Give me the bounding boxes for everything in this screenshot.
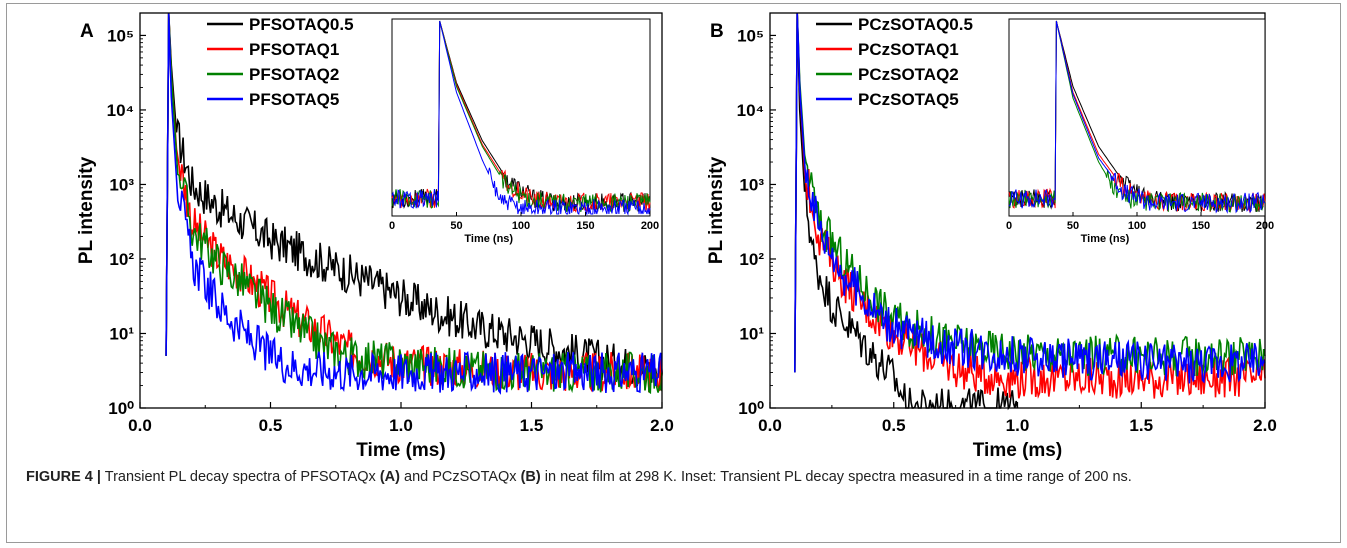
x-tick-label: 0.0 [758,416,782,435]
inset-x-tick-label: 200 [1256,220,1274,232]
x-tick-label: 0.5 [259,416,283,435]
inset-x-axis-label: Time (ns) [1081,233,1130,245]
legend-label: PCzSOTAQ0.5 [858,15,973,34]
legend-label: PFSOTAQ0.5 [249,15,354,34]
x-tick-label: 1.5 [520,416,544,435]
inset-series-line [1008,20,1266,214]
y-tick-label: 10⁴ [107,101,134,120]
inset-x-tick-label: 0 [1006,220,1012,232]
caption-text-3: in neat film at 298 K. Inset: Transient … [544,469,1132,485]
x-tick-label: 2.0 [1253,416,1277,435]
panel-letter: A [80,21,94,42]
x-tick-label: 1.0 [1006,416,1030,435]
x-tick-label: 1.5 [1129,416,1153,435]
figure-frame [6,3,1341,543]
inset-frame [391,18,651,217]
inset-x-tick-label: 0 [389,220,395,232]
series-line-pczsotaq5 [794,12,1266,384]
inset-series-line [391,20,651,214]
inset-x-tick-label: 100 [512,220,530,232]
legend-label: PCzSOTAQ2 [858,65,959,84]
y-axis-label: PL intensity [706,156,727,264]
series-line-pfsotaq2 [165,12,663,395]
inset-x-tick-label: 50 [450,220,462,232]
inset-series-line [391,20,651,216]
inset-x-tick-label: 150 [1192,220,1210,232]
inset-frame [1008,18,1266,217]
caption-lead: FIGURE 4 | [26,469,101,485]
y-axis-label: PL intensity [76,156,97,264]
chart-panel-a: 0.0 0.5 1.0 1.5 2.0 10⁰ 10¹ 10² 10³ 10⁴ 10⁵ Time (m… [76,12,674,461]
y-tick-label: 10⁰ [108,399,134,418]
inset-x-tick-label: 200 [641,220,659,232]
y-tick-label: 10² [739,250,764,269]
legend-label: PCzSOTAQ5 [858,90,959,109]
x-axis-label: Time (ms) [356,440,445,461]
y-tick-label: 10² [109,250,134,269]
y-tick-label: 10¹ [739,324,764,343]
x-axis-label: Time (ms) [973,440,1062,461]
y-tick-label: 10³ [739,175,764,194]
y-tick-label: 10⁴ [737,101,764,120]
series-line-pfsotaq5 [165,12,663,395]
legend-label: PCzSOTAQ1 [858,40,959,59]
x-tick-label: 2.0 [650,416,674,435]
legend-label: PFSOTAQ5 [249,90,339,109]
inset-x-tick-label: 100 [1128,220,1146,232]
y-tick-label: 10⁵ [107,26,134,45]
inset-series-line [1008,20,1266,213]
panel-letter: B [710,21,724,42]
caption-text-1: Transient PL decay spectra of PFSOTAQx [104,469,376,485]
x-tick-label: 0.5 [882,416,906,435]
inset-series-line [1008,20,1266,214]
x-tick-label: 0.0 [128,416,152,435]
inset-chart: 0 50 100 150 200 Time (ns) [389,18,659,245]
inset-chart: 0 50 100 150 200 Time (ns) [1006,18,1274,245]
y-tick-label: 10⁰ [738,399,764,418]
y-tick-label: 10³ [109,175,134,194]
legend-label: PFSOTAQ1 [249,40,339,59]
legend-label: PFSOTAQ2 [249,65,339,84]
inset-x-tick-label: 150 [576,220,594,232]
inset-x-axis-label: Time (ns) [464,233,513,245]
caption-ref-b: (B) [520,469,541,485]
figure-caption: FIGURE 4 | Transient PL decay spectra of… [26,466,1321,489]
caption-ref-a: (A) [379,469,400,485]
y-tick-label: 10¹ [109,324,134,343]
inset-x-tick-label: 50 [1067,220,1079,232]
chart-panel-b: 0.0 0.5 1.0 1.5 2.0 10⁰ 10¹ 10² 10³ 10⁴ 10⁵ Time (m… [706,12,1277,461]
y-tick-label: 10⁵ [737,26,764,45]
x-tick-label: 1.0 [389,416,413,435]
caption-text-2: and PCzSOTAQx [404,469,517,485]
